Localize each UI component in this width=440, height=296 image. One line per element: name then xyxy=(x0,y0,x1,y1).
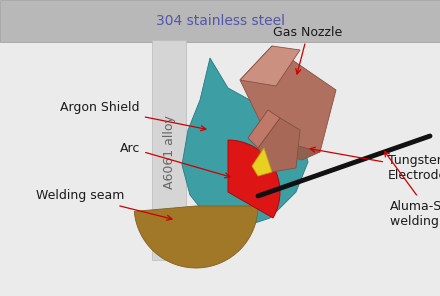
Bar xyxy=(0,0,440,42)
Text: Gas Nozzle: Gas Nozzle xyxy=(273,25,343,74)
Wedge shape xyxy=(228,140,280,218)
Polygon shape xyxy=(182,58,308,228)
Polygon shape xyxy=(240,46,300,86)
Polygon shape xyxy=(240,46,336,152)
Text: Argon Shield: Argon Shield xyxy=(60,102,206,131)
Polygon shape xyxy=(258,118,300,172)
Text: Arc: Arc xyxy=(120,141,230,178)
Text: 304 stainless steel: 304 stainless steel xyxy=(155,14,285,28)
Text: Welding seam: Welding seam xyxy=(36,189,172,220)
Text: Tungsten
Electrode: Tungsten Electrode xyxy=(310,147,440,182)
Bar xyxy=(152,40,186,260)
Text: Aluma-Steel
welding rode: Aluma-Steel welding rode xyxy=(385,151,440,228)
Polygon shape xyxy=(258,138,320,160)
Polygon shape xyxy=(252,148,272,176)
Wedge shape xyxy=(134,206,258,268)
Polygon shape xyxy=(248,110,280,148)
Text: A6061 alloy: A6061 alloy xyxy=(162,115,176,189)
